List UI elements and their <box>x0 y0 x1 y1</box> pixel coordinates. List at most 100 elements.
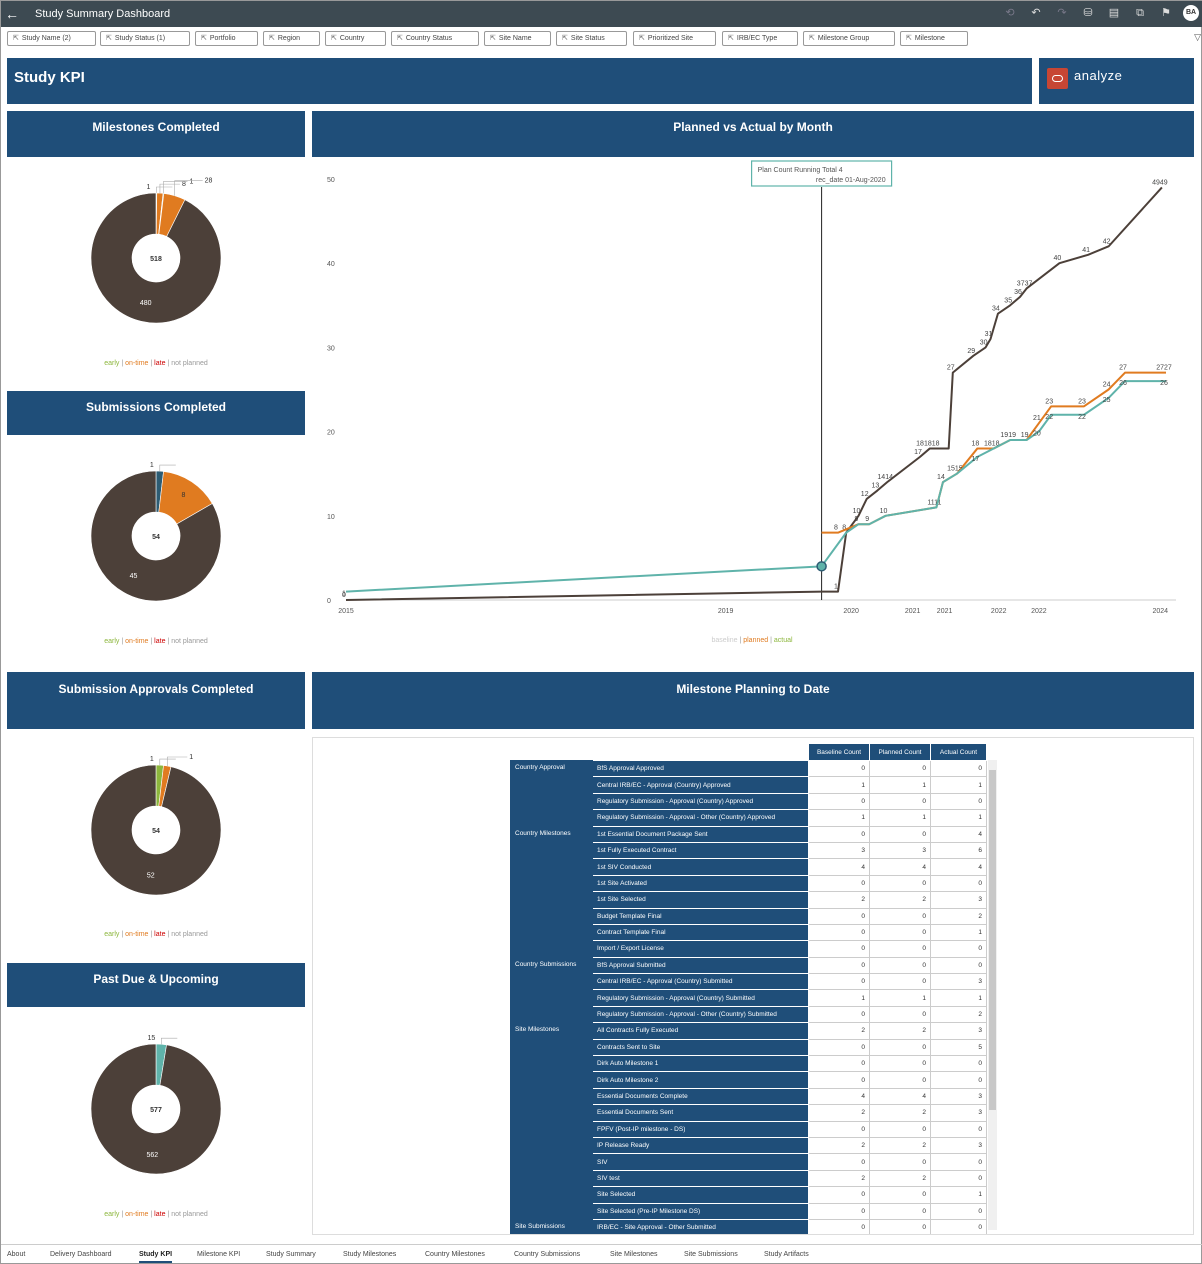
submissions-completed-donut[interactable]: 1 8 45 54 <box>7 439 305 639</box>
filter-label: Prioritized Site <box>647 35 694 42</box>
series-line-baseline[interactable] <box>345 186 1163 601</box>
filter-icon[interactable]: ▽ <box>1194 32 1201 42</box>
scrollbar-thumb[interactable] <box>989 770 996 1110</box>
tab-about[interactable]: About <box>7 1251 26 1258</box>
milestone-cell: Dirk Auto Milestone 2 <box>592 1071 809 1089</box>
data-label: 36 <box>1014 289 1022 296</box>
milestone-planning-table-panel: Baseline Count Planned Count Actual Coun… <box>312 737 1194 1235</box>
milestone-cell: Dirk Auto Milestone 1 <box>592 1055 809 1073</box>
col-planned-count[interactable]: Planned Count <box>869 743 931 761</box>
count-cell: 3 <box>808 841 870 860</box>
filter-pill-irb-ec-type[interactable]: ⇱ IRB/EC Type <box>722 31 798 46</box>
table-row[interactable]: Site Milestones All Contracts Fully Execu… <box>510 1022 987 1220</box>
export-icon[interactable]: ⧉ <box>1136 7 1144 19</box>
x-tick-label: 2020 <box>843 608 859 615</box>
filter-pill-prioritized-site[interactable]: ⇱ Prioritized Site <box>633 31 716 46</box>
tab-site-milestones[interactable]: Site Milestones <box>610 1251 658 1258</box>
pin-icon: ⇱ <box>106 35 112 42</box>
tab-study-summary[interactable]: Study Summary <box>266 1251 316 1258</box>
table-row[interactable]: Central IRB/EC - Approval (Country) Appr… <box>511 776 987 794</box>
comment-icon[interactable]: ▤ <box>1108 7 1120 19</box>
group-cell: Country Submissions <box>510 956 593 1024</box>
table-row[interactable]: Essential Documents Complete 4 4 3 <box>511 1087 987 1106</box>
table-row[interactable]: Essential Documents Sent 2 2 3 <box>511 1104 987 1122</box>
redo-icon[interactable]: ↷ <box>1057 7 1067 19</box>
undo-icon[interactable]: ↶ <box>1031 7 1041 19</box>
table-row[interactable]: Site Submissions IRB/EC - Site Approval -… <box>510 1218 987 1234</box>
tab-country-milestones[interactable]: Country Milestones <box>425 1251 485 1258</box>
x-tick-label: 2022 <box>991 608 1007 615</box>
col-baseline-count[interactable]: Baseline Count <box>808 743 870 761</box>
count-cell: 0 <box>869 825 931 843</box>
filter-pill-country-status[interactable]: ⇱ Country Status <box>391 31 479 46</box>
filter-pill-site-status[interactable]: ⇱ Site Status <box>556 31 627 46</box>
table-row[interactable]: SIV test 2 2 0 <box>511 1169 987 1188</box>
table-row[interactable]: SIV 0 0 0 <box>511 1153 987 1171</box>
tab-milestone-kpi[interactable]: Milestone KPI <box>197 1251 241 1258</box>
filter-pill-site-name[interactable]: ⇱ Site Name <box>484 31 551 46</box>
legend-baseline: baseline <box>711 637 738 644</box>
bookmark-icon[interactable]: ⚑ <box>1161 7 1171 19</box>
series-line-actual[interactable] <box>345 380 1166 593</box>
x-tick-label: 2024 <box>1152 608 1168 615</box>
pin-icon: ⇱ <box>728 35 734 42</box>
refresh-data-icon[interactable]: ⛁ <box>1083 7 1093 19</box>
table-row[interactable]: Country Approval BfS Approval Approved 0 0 0 <box>510 759 987 827</box>
submission-approvals-donut[interactable]: 1 1 52 54 <box>7 733 305 933</box>
past-due-upcoming-donut[interactable]: 15 562 577 <box>7 1012 305 1212</box>
milestone-cell: FPFV (Post-IP milestone - DS) <box>592 1120 809 1138</box>
data-label: 17 <box>972 456 980 463</box>
filter-pill-region[interactable]: ⇱ Region <box>263 31 320 46</box>
tab-country-submissions[interactable]: Country Submissions <box>514 1251 581 1258</box>
tab-study-artifacts[interactable]: Study Artifacts <box>764 1251 809 1258</box>
milestone-cell: SIV test <box>592 1169 809 1188</box>
group-cell: Country Milestones <box>510 825 593 958</box>
pin-icon: ⇱ <box>331 35 337 42</box>
donut-total: 54 <box>152 534 160 541</box>
table-row[interactable]: Import / Export License 0 0 0 <box>511 940 987 958</box>
table-row[interactable]: Regulatory Submission - Approval - Other… <box>511 809 987 827</box>
tab-study-kpi[interactable]: Study KPI <box>139 1251 173 1263</box>
count-cell: 3 <box>930 1104 987 1122</box>
table-row[interactable]: IP Release Ready 2 2 3 <box>511 1136 987 1155</box>
count-cell: 0 <box>930 1071 987 1089</box>
user-avatar[interactable]: BA <box>1183 5 1199 21</box>
col-actual-count[interactable]: Actual Count <box>930 743 987 761</box>
back-arrow-icon[interactable]: ← <box>5 6 19 22</box>
pin-icon: ⇱ <box>639 35 645 42</box>
data-label: 22 <box>1045 414 1053 421</box>
filter-pill-study-name-2[interactable]: ⇱ Study Name (2) <box>7 31 96 46</box>
table-row[interactable]: Budget Template Final 0 0 2 <box>511 907 987 925</box>
table-row[interactable]: Country Submissions BfS Approval Submitte… <box>510 956 987 1024</box>
highlighted-point[interactable] <box>816 561 827 572</box>
table-row[interactable]: FPFV (Post-IP milestone - DS) 0 0 0 <box>511 1120 987 1138</box>
tab-site-submissions[interactable]: Site Submissions <box>684 1251 738 1258</box>
analyze-button[interactable]: analyze <box>1039 58 1194 104</box>
tab-study-milestones[interactable]: Study Milestones <box>343 1251 397 1258</box>
filter-pill-study-status-1[interactable]: ⇱ Study Status (1) <box>100 31 190 46</box>
filter-pill-portfolio[interactable]: ⇱ Portfolio <box>195 31 258 46</box>
data-label: 27 <box>1119 365 1127 372</box>
filter-pill-country[interactable]: ⇱ Country <box>325 31 386 46</box>
tooltip-line-1: Plan Count Running Total 4 <box>758 167 843 174</box>
table-row[interactable]: Site Selected (Pre-IP Milestone DS) 0 0 0 <box>511 1202 987 1220</box>
table-scrollbar[interactable] <box>988 760 997 1230</box>
history-icon[interactable]: ⟲ <box>1005 7 1015 19</box>
filter-pill-milestone-group[interactable]: ⇱ Milestone Group <box>803 31 895 46</box>
milestone-cell: Contracts Sent to Site <box>592 1038 809 1057</box>
count-cell: 0 <box>930 1202 987 1220</box>
donut-hole <box>132 806 180 854</box>
filter-label: Country <box>339 35 365 42</box>
milestone-cell: IRB/EC - Site Approval - Other Submitted <box>592 1218 809 1234</box>
milestone-cell: Central IRB/EC - Approval (Country) Subm… <box>592 973 809 991</box>
table-row[interactable]: Country Milestones 1st Essential Document… <box>510 825 987 958</box>
tab-delivery-dashboard[interactable]: Delivery Dashboard <box>50 1251 112 1258</box>
submissions-completed-header: Submissions Completed <box>7 391 305 435</box>
data-label: 2727 <box>1156 365 1172 372</box>
filter-pill-milestone[interactable]: ⇱ Milestone <box>900 31 968 46</box>
series-line-planned[interactable] <box>821 371 1166 534</box>
count-cell: 0 <box>930 1120 987 1138</box>
